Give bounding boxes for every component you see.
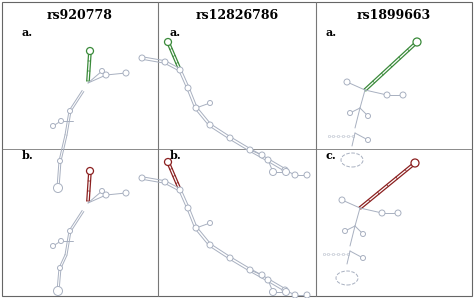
Circle shape [365, 137, 371, 142]
Circle shape [343, 229, 347, 234]
Circle shape [139, 55, 145, 61]
Circle shape [58, 238, 64, 243]
Circle shape [123, 70, 129, 76]
Circle shape [207, 242, 213, 248]
Text: o-o-o-o-o-o: o-o-o-o-o-o [328, 134, 356, 139]
Ellipse shape [336, 271, 358, 285]
Circle shape [208, 100, 212, 105]
Circle shape [193, 105, 199, 111]
Circle shape [164, 159, 172, 165]
Circle shape [265, 157, 271, 163]
Circle shape [247, 267, 253, 273]
Text: a.: a. [170, 27, 181, 38]
Text: o-o-o-o-o-o: o-o-o-o-o-o [323, 252, 351, 257]
Circle shape [292, 172, 298, 178]
Circle shape [227, 135, 233, 141]
Circle shape [54, 286, 63, 296]
Circle shape [395, 210, 401, 216]
Circle shape [265, 277, 271, 283]
Circle shape [139, 175, 145, 181]
Circle shape [57, 266, 63, 271]
Circle shape [361, 255, 365, 260]
Text: rs920778: rs920778 [47, 9, 113, 22]
Circle shape [51, 123, 55, 128]
Circle shape [54, 184, 63, 193]
Text: rs12826786: rs12826786 [195, 9, 279, 22]
Ellipse shape [341, 153, 363, 167]
Text: b.: b. [170, 150, 182, 161]
Circle shape [123, 190, 129, 196]
Circle shape [365, 114, 371, 119]
Text: c.: c. [326, 150, 337, 161]
Circle shape [164, 38, 172, 46]
Circle shape [208, 221, 212, 226]
Circle shape [227, 255, 233, 261]
Circle shape [86, 47, 93, 55]
Circle shape [259, 272, 265, 278]
Circle shape [57, 159, 63, 164]
Circle shape [162, 59, 168, 65]
Circle shape [177, 67, 183, 73]
Text: b.: b. [22, 150, 34, 161]
Circle shape [361, 232, 365, 237]
Circle shape [100, 189, 104, 193]
Circle shape [207, 122, 213, 128]
Circle shape [247, 147, 253, 153]
Circle shape [344, 79, 350, 85]
Circle shape [177, 187, 183, 193]
Circle shape [58, 119, 64, 123]
Circle shape [103, 192, 109, 198]
Circle shape [185, 205, 191, 211]
Circle shape [162, 179, 168, 185]
Circle shape [100, 69, 104, 74]
Circle shape [384, 92, 390, 98]
Circle shape [193, 225, 199, 231]
Text: rs1899663: rs1899663 [357, 9, 431, 22]
Circle shape [283, 168, 290, 176]
Circle shape [67, 108, 73, 114]
Circle shape [282, 167, 288, 173]
Circle shape [259, 152, 265, 158]
Circle shape [283, 288, 290, 296]
Circle shape [292, 292, 298, 298]
Circle shape [270, 168, 276, 176]
Text: a.: a. [22, 27, 33, 38]
Circle shape [400, 92, 406, 98]
Text: a.: a. [326, 27, 337, 38]
Circle shape [339, 197, 345, 203]
Circle shape [86, 167, 93, 175]
Circle shape [185, 85, 191, 91]
Circle shape [103, 72, 109, 78]
Circle shape [304, 292, 310, 298]
Circle shape [413, 38, 421, 46]
Circle shape [282, 287, 288, 293]
Circle shape [304, 172, 310, 178]
Circle shape [270, 288, 276, 296]
Circle shape [379, 210, 385, 216]
Circle shape [347, 111, 353, 116]
Circle shape [411, 159, 419, 167]
Circle shape [67, 229, 73, 234]
Circle shape [51, 243, 55, 249]
